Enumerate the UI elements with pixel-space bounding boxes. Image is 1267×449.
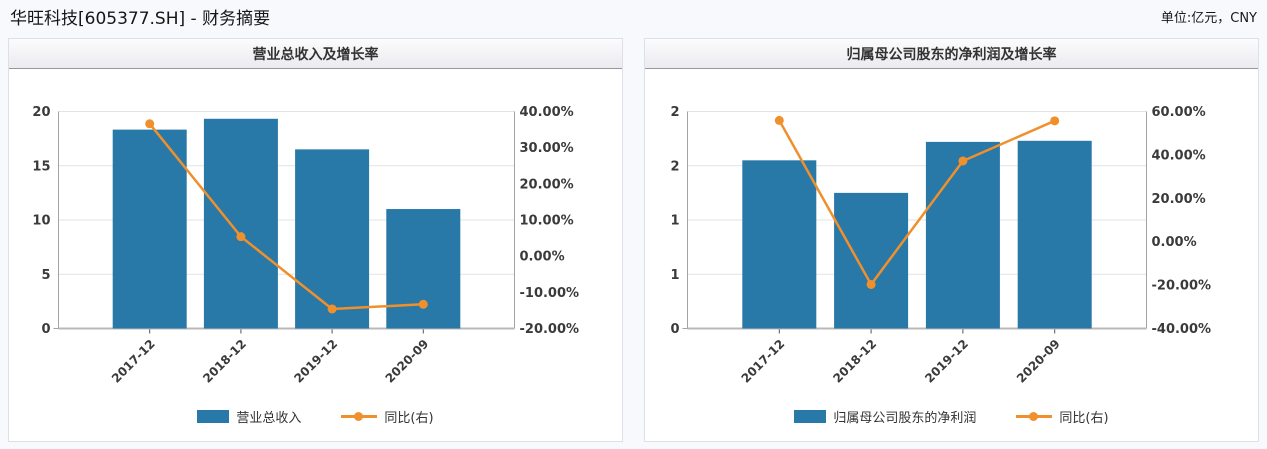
legend-label: 归属母公司股东的净利润 [833, 411, 977, 426]
line-point [327, 304, 337, 314]
revenue-chart-panel: 营业总收入及增长率 0 5 10 15 20 -20.00% -10.00% 0.00% 10.… [8, 38, 623, 442]
line-swatch-icon [341, 412, 378, 421]
y-axis-tick-label: 1 [670, 214, 679, 229]
y-axis-tick-label: 20 [32, 105, 50, 120]
right-axis-tick-label: 40.00% [520, 105, 574, 120]
net-profit-chart: 0 1 1 2 2 -40.00% -20.00% 0.00% 20.00% 40.00% 60.0… [670, 105, 1212, 386]
right-axis-tick-label: 40.00% [1152, 148, 1206, 163]
bar [112, 129, 187, 329]
legend-item-revenue[interactable]: 营业总收入 [197, 407, 301, 426]
chart-panels: 营业总收入及增长率 0 5 10 15 20 -20.00% -10.00% 0.00% 10.… [0, 38, 1267, 442]
right-axis-tick-label: -20.00% [1152, 279, 1212, 294]
y-axis-tick-label: 2 [670, 105, 679, 120]
line-point [1050, 116, 1060, 126]
bar [1017, 140, 1092, 329]
right-axis-tick-label: -10.00% [520, 286, 580, 301]
legend-item-yoy[interactable]: 同比(右) [1016, 407, 1109, 426]
bar [742, 160, 817, 329]
bar [834, 192, 909, 329]
y-axis-tick-label: 1 [670, 268, 679, 283]
unit-label: 单位:亿元，CNY [1160, 11, 1257, 26]
right-axis-tick-label: 0.00% [1152, 235, 1197, 250]
bar-swatch-icon [794, 410, 827, 423]
growth-line [148, 123, 424, 311]
y-axis-tick-label: 2 [670, 159, 679, 174]
right-axis-tick-label: 0.00% [520, 250, 565, 265]
bar [203, 118, 278, 329]
line-point [236, 232, 246, 242]
y-axis-tick-label: 5 [41, 268, 50, 283]
y-axis-tick-label: 15 [32, 159, 50, 174]
x-axis-tick-label: 2018-12 [200, 337, 249, 386]
top-bar: 华旺科技[605377.SH] - 财务摘要 单位:亿元，CNY [0, 0, 1267, 38]
legend-label: 同比(右) [1059, 411, 1109, 426]
net-profit-chart-panel: 归属母公司股东的净利润及增长率 0 1 1 2 2 -40.00% -20.00% 0.00%… [644, 38, 1259, 442]
bar [295, 149, 370, 329]
y-axis-tick-label: 10 [32, 214, 50, 229]
bar [386, 209, 461, 329]
x-axis-tick-label: 2020-09 [1014, 337, 1063, 386]
growth-line [778, 119, 1056, 286]
net-profit-chart-title: 归属母公司股东的净利润及增长率 [645, 39, 1258, 69]
x-axis-tick-label: 2019-12 [291, 337, 340, 386]
x-axis-tick-label: 2019-12 [922, 337, 971, 386]
right-axis-tick-label: 10.00% [520, 214, 574, 229]
line-swatch-icon [1016, 412, 1053, 421]
revenue-chart-title: 营业总收入及增长率 [9, 39, 622, 69]
line-point [958, 156, 968, 166]
revenue-chart: 0 5 10 15 20 -20.00% -10.00% 0.00% 10.00% 20.00% 3… [32, 105, 580, 386]
line-dot-icon [1029, 412, 1039, 421]
net-profit-chart-body: 0 1 1 2 2 -40.00% -20.00% 0.00% 20.00% 40.00% 60.0… [645, 69, 1258, 441]
line-point [418, 299, 428, 309]
right-axis-tick-label: 20.00% [1152, 192, 1206, 207]
page-title: 华旺科技[605377.SH] - 财务摘要 [10, 9, 271, 29]
line-dot-icon [354, 412, 364, 421]
legend-label: 同比(右) [384, 411, 434, 426]
line-point [866, 279, 876, 289]
x-axis-tick-label: 2017-12 [109, 337, 158, 386]
right-axis-tick-label: -20.00% [520, 322, 580, 337]
x-axis-tick-label: 2018-12 [830, 337, 879, 386]
line-point [774, 115, 784, 125]
x-axis-tick-label: 2017-12 [739, 337, 788, 386]
y-axis-tick-label: 0 [670, 322, 679, 337]
x-axis-tick-label: 2020-09 [383, 337, 432, 386]
legend-item-yoy[interactable]: 同比(右) [341, 407, 434, 426]
legend-label: 营业总收入 [236, 411, 302, 426]
right-axis-tick-label: 30.00% [520, 141, 574, 156]
right-axis-tick-label: -40.00% [1152, 322, 1212, 337]
net-profit-chart-legend: 归属母公司股东的净利润 同比(右) [645, 407, 1258, 426]
legend-item-net-profit[interactable]: 归属母公司股东的净利润 [794, 407, 976, 426]
right-axis-tick-label: 60.00% [1152, 105, 1206, 120]
revenue-chart-body: 0 5 10 15 20 -20.00% -10.00% 0.00% 10.00% 20.00% 3… [9, 69, 622, 441]
right-axis-tick-label: 20.00% [520, 177, 574, 192]
bar-swatch-icon [197, 410, 230, 423]
revenue-chart-legend: 营业总收入 同比(右) [9, 407, 622, 426]
y-axis-tick-label: 0 [41, 322, 50, 337]
line-point [145, 119, 155, 129]
bar [925, 141, 1000, 329]
